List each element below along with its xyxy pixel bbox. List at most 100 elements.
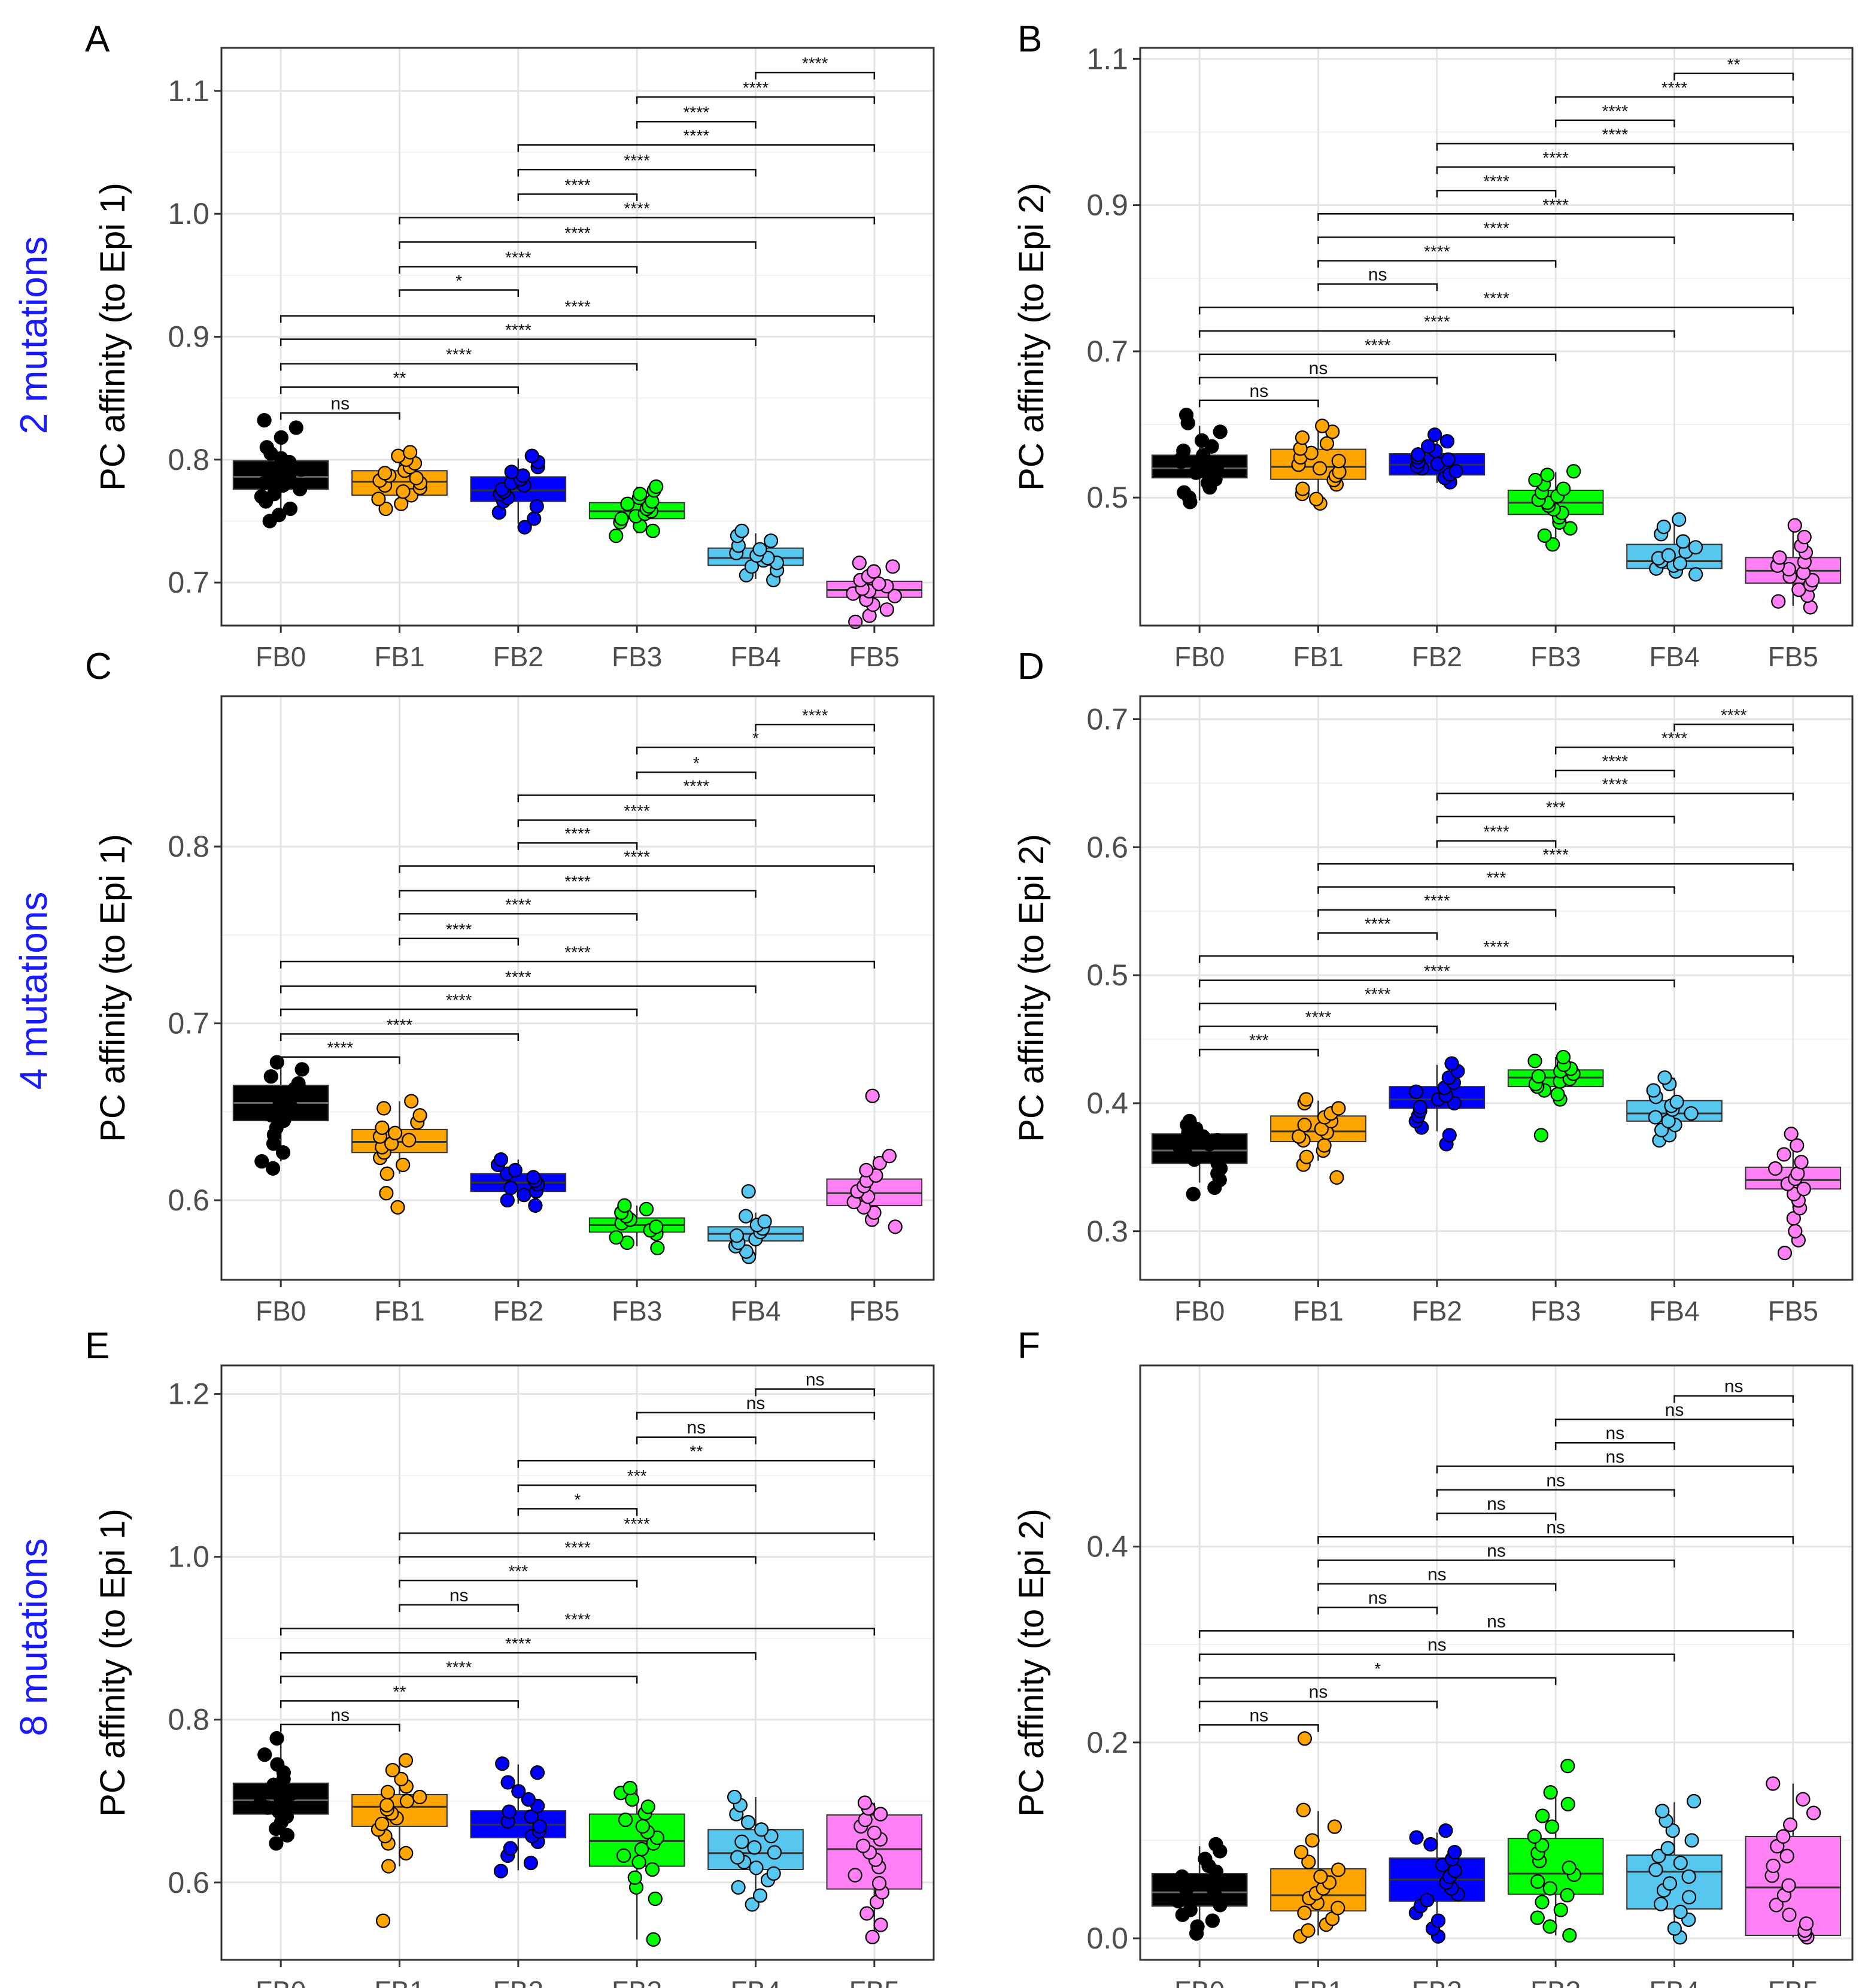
data-point xyxy=(1673,1904,1688,1919)
significance-label: **** xyxy=(505,968,531,987)
data-point xyxy=(257,413,272,428)
data-point xyxy=(1672,556,1688,571)
data-point xyxy=(752,542,767,557)
x-tick-label: FB0 xyxy=(1174,641,1225,672)
comparison-bracket xyxy=(1198,1724,1319,1732)
x-tick-label: FB2 xyxy=(493,641,543,672)
data-point xyxy=(1768,1161,1783,1176)
significance-label: ns xyxy=(1487,1494,1506,1514)
significance-label: **** xyxy=(1424,312,1450,331)
data-point xyxy=(1665,1823,1680,1838)
data-point xyxy=(257,1747,272,1762)
significance-label: **** xyxy=(624,802,650,820)
data-point xyxy=(294,1062,309,1077)
significance-label: ns xyxy=(449,1586,469,1605)
significance-label: ** xyxy=(1727,55,1741,74)
y-tick-label: 1.1 xyxy=(168,74,209,108)
data-point xyxy=(1684,1106,1699,1121)
comparison-bracket xyxy=(1198,1025,1438,1034)
data-point xyxy=(649,479,664,494)
x-tick-label: FB1 xyxy=(374,641,424,672)
data-point xyxy=(388,1125,403,1140)
data-point xyxy=(1776,1829,1791,1844)
comparison-bracket xyxy=(517,144,876,152)
comparison-bracket xyxy=(1554,96,1794,104)
data-point xyxy=(1790,1138,1805,1153)
data-point xyxy=(1779,1849,1794,1863)
significance-label: ns xyxy=(1487,1611,1506,1631)
data-point xyxy=(385,1762,400,1778)
x-tick-label: FB2 xyxy=(1412,641,1462,672)
data-point xyxy=(730,1850,745,1865)
data-point xyxy=(375,1816,390,1831)
panel-letter: D xyxy=(1017,646,1044,687)
data-point xyxy=(403,445,418,460)
row-label-8-mutations: 8 mutations xyxy=(12,1538,55,1737)
y-tick-label: 0.7 xyxy=(1086,702,1128,736)
data-point xyxy=(856,1838,871,1853)
data-point xyxy=(859,1906,874,1921)
data-point xyxy=(609,529,624,544)
data-point xyxy=(274,430,288,445)
significance-label: **** xyxy=(564,824,591,843)
data-point xyxy=(871,1876,887,1891)
comparison-bracket xyxy=(1317,1606,1438,1614)
data-point xyxy=(1667,1921,1682,1936)
significance-label: **** xyxy=(1365,336,1391,354)
comparison-bracket xyxy=(280,1723,400,1732)
data-point xyxy=(745,1897,760,1912)
x-tick-label: FB3 xyxy=(612,1295,662,1327)
data-point xyxy=(852,556,867,570)
data-point xyxy=(1687,1793,1702,1809)
comparison-bracket xyxy=(280,1676,638,1684)
data-point xyxy=(1171,1893,1186,1908)
data-point xyxy=(399,1846,414,1860)
plot-area xyxy=(1140,48,1852,626)
data-point xyxy=(377,466,393,481)
row-label-4-mutations: 4 mutations xyxy=(12,892,55,1090)
data-point xyxy=(1550,1086,1565,1102)
data-point xyxy=(1183,1902,1198,1917)
comparison-bracket xyxy=(1436,142,1794,151)
y-axis-title: PC affinity (to Epi 1) xyxy=(93,1509,132,1817)
comparison-bracket xyxy=(1198,1677,1557,1685)
data-point xyxy=(879,602,894,617)
data-point xyxy=(649,1219,664,1234)
data-point xyxy=(1297,1905,1312,1920)
data-point xyxy=(1661,548,1676,563)
data-point xyxy=(859,1163,874,1177)
x-tick-label: FB0 xyxy=(256,1975,306,1988)
significance-label: *** xyxy=(1249,1031,1269,1049)
data-point xyxy=(1806,1805,1821,1820)
data-point xyxy=(1533,1128,1549,1143)
comparison-bracket xyxy=(280,315,876,323)
data-point xyxy=(1540,468,1555,482)
data-point xyxy=(399,1793,415,1808)
significance-label: **** xyxy=(624,151,650,169)
comparison-bracket xyxy=(399,217,876,224)
significance-label: **** xyxy=(1424,962,1450,981)
data-point xyxy=(1299,1149,1314,1164)
y-tick-label: 0.8 xyxy=(168,830,209,863)
significance-label: **** xyxy=(1483,289,1509,308)
data-point xyxy=(1528,472,1543,488)
data-point xyxy=(767,1845,782,1860)
data-point xyxy=(1179,1882,1194,1897)
data-point xyxy=(379,1798,394,1813)
significance-label: **** xyxy=(1542,195,1569,214)
comparison-bracket xyxy=(517,794,876,803)
x-tick-label: FB5 xyxy=(1768,1295,1818,1327)
comparison-bracket xyxy=(1198,353,1557,362)
data-point xyxy=(517,520,532,535)
comparison-bracket xyxy=(636,96,876,104)
panel-b: Bnsns************ns*********************… xyxy=(1012,19,1854,672)
comparison-bracket xyxy=(1436,1465,1794,1474)
significance-label: ** xyxy=(689,1442,703,1461)
data-point xyxy=(616,1848,631,1863)
comparison-bracket xyxy=(280,1628,876,1636)
data-point xyxy=(253,1796,268,1811)
significance-label: **** xyxy=(1305,1008,1332,1027)
significance-label: **** xyxy=(1483,218,1509,237)
data-point xyxy=(379,1186,394,1201)
data-point xyxy=(617,1198,632,1213)
